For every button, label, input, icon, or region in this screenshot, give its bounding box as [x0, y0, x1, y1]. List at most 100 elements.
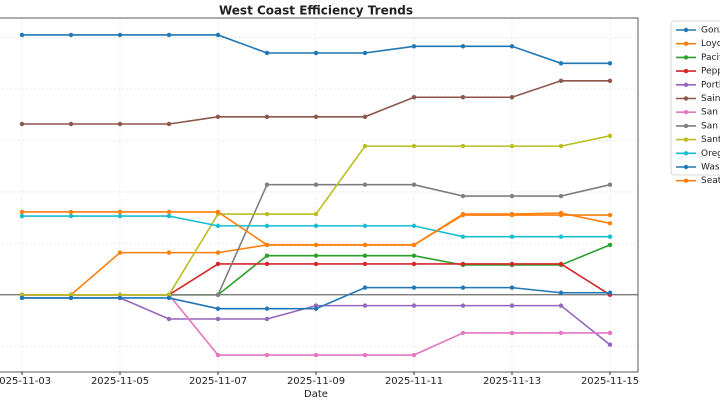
point: [460, 303, 466, 308]
point: [313, 182, 319, 187]
legend-label: Pacif: [701, 53, 720, 63]
point: [411, 44, 417, 49]
legend-marker: [683, 55, 689, 60]
point: [607, 330, 613, 336]
point: [19, 213, 25, 219]
point: [362, 182, 368, 187]
point: [509, 261, 515, 267]
point: [411, 242, 417, 248]
point: [362, 253, 368, 258]
point: [68, 121, 74, 127]
point: [460, 95, 466, 100]
point: [313, 253, 319, 258]
x-tick-label: 2025-11-03: [0, 376, 51, 387]
point: [215, 223, 221, 229]
point: [313, 303, 319, 308]
x-tick-label: 2025-11-05: [91, 376, 149, 387]
point: [558, 61, 564, 66]
point: [313, 223, 319, 229]
point: [509, 285, 515, 290]
point: [19, 209, 25, 215]
point: [215, 114, 221, 119]
point: [313, 242, 319, 248]
point: [509, 95, 515, 100]
point: [166, 250, 172, 255]
point: [166, 295, 172, 301]
point: [362, 223, 368, 229]
point: [558, 290, 564, 295]
point: [460, 261, 466, 267]
point: [166, 316, 172, 322]
point: [509, 211, 515, 217]
point: [166, 292, 172, 298]
point: [264, 223, 270, 229]
point: [166, 121, 172, 127]
point: [411, 223, 417, 229]
point: [215, 261, 221, 267]
point: [411, 303, 417, 308]
legend-marker: [683, 68, 689, 74]
point: [264, 50, 270, 56]
point: [558, 330, 564, 336]
point: [607, 290, 613, 295]
legend-label: Wash: [701, 163, 720, 173]
legend-label: Sant: [701, 135, 720, 145]
point: [558, 234, 564, 239]
point: [509, 44, 515, 49]
point: [607, 182, 613, 187]
point: [215, 250, 221, 255]
point: [558, 193, 564, 199]
legend-label: Loyo: [701, 39, 720, 49]
point: [607, 242, 613, 248]
point: [215, 32, 221, 38]
point: [166, 213, 172, 219]
point: [460, 330, 466, 336]
point: [215, 306, 221, 311]
point: [558, 210, 564, 216]
point: [362, 352, 368, 358]
point: [509, 143, 515, 149]
legend-label: San: [701, 121, 718, 131]
point: [362, 261, 368, 267]
legend-marker: [683, 151, 689, 156]
point: [215, 352, 221, 358]
legend-label: Gonz: [701, 26, 720, 36]
legend-marker: [683, 82, 689, 88]
legend-marker: [683, 41, 689, 46]
point: [19, 292, 25, 298]
chart-title: West Coast Efficiency Trends: [219, 4, 413, 18]
x-tick-label: 2025-11-07: [189, 376, 247, 387]
plot-frame: [0, 17, 639, 373]
point: [460, 143, 466, 149]
point: [215, 316, 221, 322]
point: [117, 292, 123, 298]
point: [362, 114, 368, 119]
point: [558, 143, 564, 149]
legend-marker: [683, 137, 689, 142]
point: [117, 295, 123, 301]
x-axis-label: Date: [304, 389, 328, 400]
point: [411, 95, 417, 100]
point: [411, 285, 417, 290]
point: [264, 261, 270, 267]
legend-label: San: [701, 108, 718, 118]
point: [117, 250, 123, 255]
point: [607, 342, 613, 347]
legend-marker: [683, 110, 689, 115]
point: [264, 352, 270, 358]
point: [313, 352, 319, 358]
point: [411, 253, 417, 258]
point: [19, 121, 25, 127]
point: [362, 143, 368, 149]
point: [558, 303, 564, 308]
point: [68, 292, 74, 298]
legend-marker: [683, 123, 689, 129]
point: [411, 261, 417, 267]
point: [117, 32, 123, 38]
point: [68, 295, 74, 301]
point: [166, 209, 172, 215]
point: [68, 213, 74, 219]
point: [411, 143, 417, 149]
point: [264, 211, 270, 217]
